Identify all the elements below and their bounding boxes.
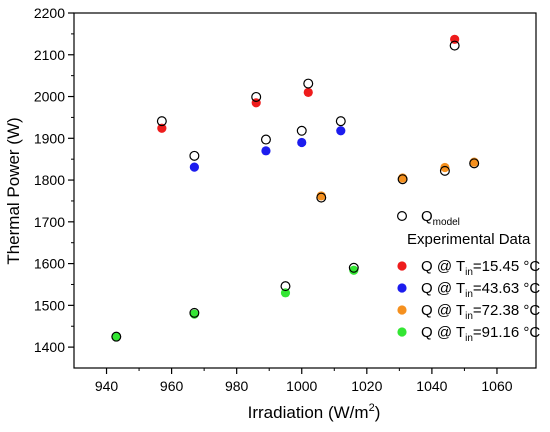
x-axis-title: Irradiation (W/m2) [248, 402, 381, 422]
y-tick-label: 1600 [34, 256, 65, 272]
y-tick-label: 2000 [34, 89, 65, 105]
model-point [189, 307, 200, 318]
legend-label-3: Q @ Tin=72.38 °C [421, 302, 540, 322]
plot-area [73, 12, 537, 369]
legend-marker-model [397, 211, 408, 222]
legend-marker-4 [397, 327, 407, 337]
experimental-point-1 [157, 123, 167, 133]
legend: Qmodel Experimental Data Q @ Tin=15.45 °… [397, 208, 540, 344]
axis-ticks: 940 960 980 1000 1020 1040 1060 1400 1500 1600 170… [34, 5, 513, 394]
x-tick-label: 940 [95, 378, 119, 394]
experimental-point-1 [303, 87, 313, 97]
x-tick-label: 1000 [286, 378, 317, 394]
model-point [189, 150, 200, 161]
experimental-point-2 [297, 137, 307, 148]
legend-label-4: Q @ Tin=91.16 °C [421, 324, 540, 344]
model-point [251, 91, 262, 102]
model-point [156, 116, 167, 127]
experimental-point-4 [111, 332, 121, 342]
y-tick-label: 1700 [34, 214, 65, 230]
data-points [111, 34, 480, 342]
experimental-point-4 [349, 265, 359, 275]
model-point [335, 116, 346, 127]
x-tick-label: 1040 [416, 378, 447, 394]
y-tick-label: 1900 [34, 130, 65, 146]
model-point [280, 281, 291, 292]
model-point [439, 165, 450, 176]
experimental-point-2 [336, 126, 346, 136]
model-point [397, 174, 408, 185]
legend-marker-3 [397, 305, 407, 315]
model-point [296, 125, 307, 136]
x-tick-label: 960 [160, 378, 184, 394]
experimental-point-2 [261, 146, 271, 156]
y-tick-label: 2100 [34, 47, 65, 63]
x-tick-label: 1020 [351, 378, 382, 394]
legend-group-title: Experimental Data [407, 231, 531, 248]
legend-label-1: Q @ Tin=15.45 °C [421, 258, 540, 278]
model-point [303, 78, 314, 89]
model-point [449, 40, 460, 51]
experimental-point-3 [440, 162, 450, 173]
y-tick-label: 1800 [34, 172, 65, 188]
plot-frame [73, 12, 537, 369]
x-tick-label: 980 [225, 378, 249, 394]
x-tick-label: 1060 [481, 378, 512, 394]
model-point [348, 262, 359, 273]
model-point [469, 158, 480, 169]
experimental-point-2 [189, 162, 199, 172]
legend-label-model: Qmodel [421, 208, 460, 228]
legend-marker-2 [397, 283, 407, 293]
model-point [316, 192, 327, 203]
legend-marker-1 [397, 261, 407, 271]
y-tick-label: 1400 [34, 339, 65, 355]
legend-label-2: Q @ Tin=43.63 °C [421, 280, 540, 300]
y-tick-label: 2200 [34, 5, 65, 21]
model-point [260, 134, 271, 145]
y-tick-label: 1500 [34, 297, 65, 313]
y-axis-title: Thermal Power (W) [4, 117, 23, 264]
model-point [111, 331, 122, 342]
